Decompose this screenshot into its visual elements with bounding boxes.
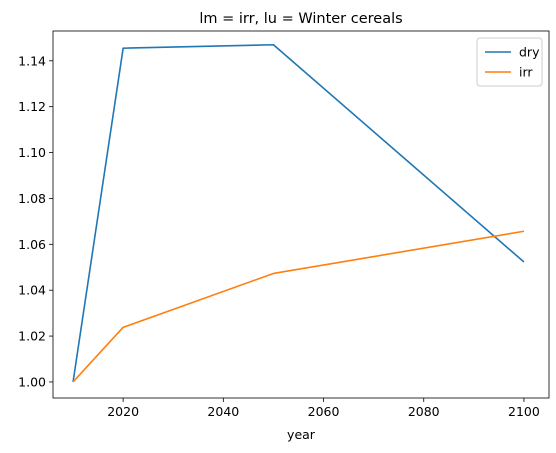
x-tick-label: 2080 xyxy=(408,404,440,419)
plot-lines xyxy=(72,43,525,383)
y-tick-label: 1.06 xyxy=(18,237,46,252)
y-axis: 1.00 1.02 1.04 1.06 1.08 1.10 1.12 1.14 xyxy=(18,53,53,389)
x-axis-label: year xyxy=(287,427,316,442)
y-tick-label: 1.10 xyxy=(18,145,46,160)
y-tick-label: 1.08 xyxy=(18,191,46,206)
legend-box xyxy=(476,37,543,87)
y-tick-label: 1.04 xyxy=(18,283,46,298)
x-tick-label: 2060 xyxy=(308,404,340,419)
y-tick-label: 1.02 xyxy=(18,329,46,344)
legend-label-irr: irr xyxy=(519,65,533,80)
axes-frame xyxy=(52,30,550,399)
legend-label-dry: dry xyxy=(519,45,540,60)
series-line-irr xyxy=(72,230,525,383)
x-axis: 2020 2040 2060 2080 2100 xyxy=(107,398,540,419)
legend: dry irr xyxy=(476,37,543,87)
x-tick-label: 2100 xyxy=(508,404,540,419)
x-tick-label: 2040 xyxy=(207,404,239,419)
y-tick-label: 1.14 xyxy=(18,53,46,68)
x-tick-label: 2020 xyxy=(107,404,139,419)
y-tick-label: 1.12 xyxy=(18,99,46,114)
series-line-dry xyxy=(72,43,525,383)
y-tick-label: 1.00 xyxy=(18,374,46,389)
chart-title: lm = irr, lu = Winter cereals xyxy=(199,11,402,27)
